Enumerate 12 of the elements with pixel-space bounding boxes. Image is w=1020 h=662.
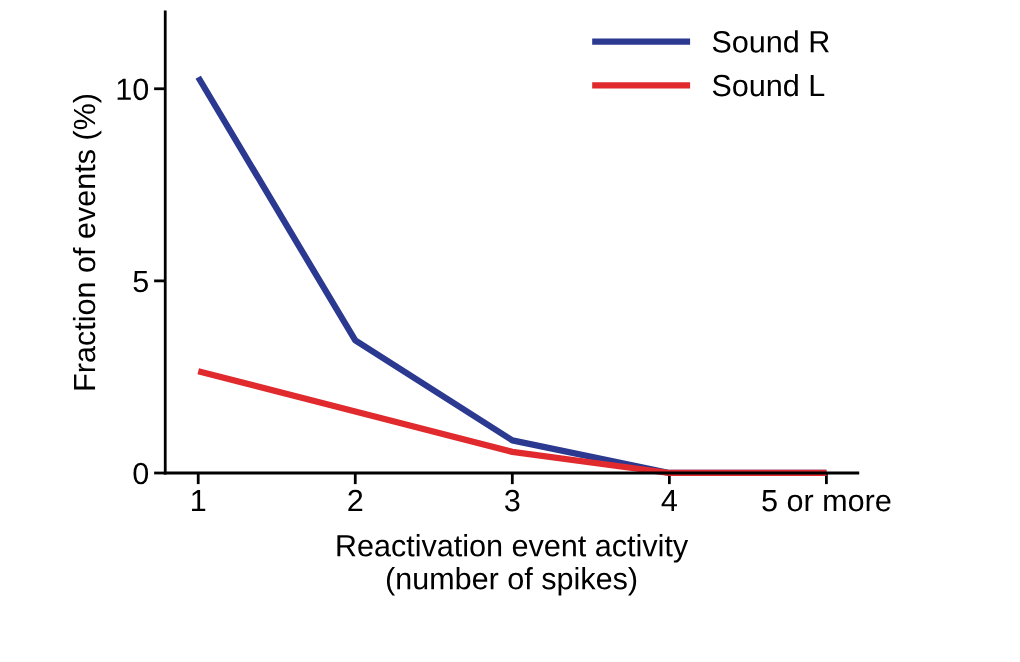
x-tick-label: 5 or more	[762, 490, 891, 512]
legend-label: Sound R	[712, 30, 829, 53]
x-tick-label: 4	[661, 490, 677, 512]
y-axis-title: Fraction of events (%)	[72, 94, 102, 390]
x-tick-label: 1	[192, 490, 206, 512]
y-tick-label: 10	[117, 78, 149, 101]
x-tick-label: 2	[348, 489, 363, 512]
x-axis-title: Reactivation event activity (number of spikes)	[337, 534, 689, 596]
y-tick-label: 5	[133, 270, 148, 293]
y-tick-label: 0	[133, 462, 149, 485]
x-tick-label: 3	[504, 489, 520, 512]
legend-label: Sound L	[712, 73, 825, 97]
